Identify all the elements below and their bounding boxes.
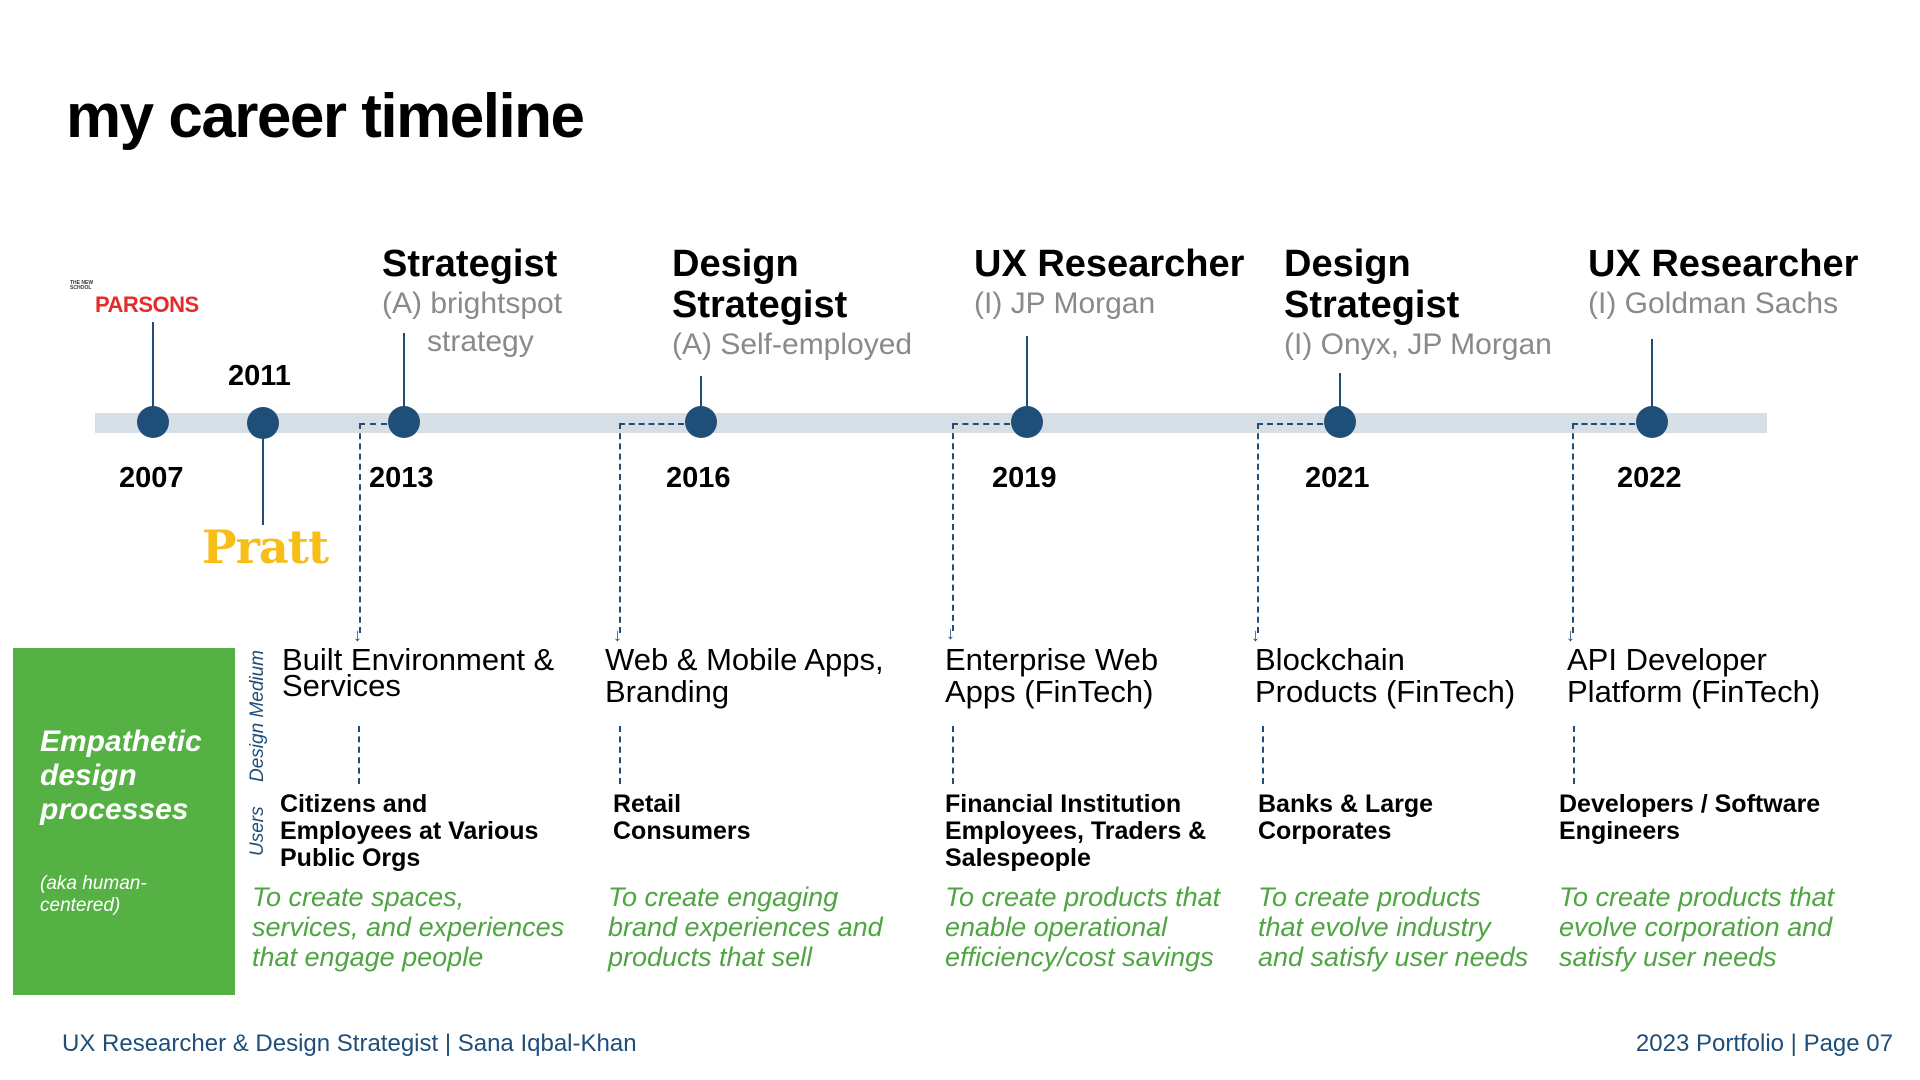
connector-v-2019: [952, 423, 954, 631]
role-org: strategy: [427, 325, 534, 358]
connector-h-2021: [1257, 423, 1323, 425]
goal-2013: To create spaces, services, and experien…: [252, 882, 565, 972]
medium-2022: API Developer Platform (FinTech): [1567, 642, 1821, 709]
role-org: (I) Onyx, JP Morgan: [1284, 328, 1552, 361]
parsons-logo: PARSONS: [95, 292, 199, 317]
panel-note: (aka human- centered): [40, 873, 147, 916]
role-title: Strategist: [672, 284, 848, 326]
goal-2016: To create engaging brand experiences and…: [608, 882, 883, 972]
year-2021: 2021: [1305, 462, 1370, 494]
connector-medium-users: [358, 726, 360, 784]
empathetic-design-panel: Empathetic design processes (aka human- …: [13, 648, 235, 995]
role-org: (I) JP Morgan: [974, 287, 1156, 320]
panel-heading: Empathetic design processes: [40, 725, 202, 826]
pratt-logo: Pratt: [202, 520, 329, 574]
timeline-dot-2022: [1636, 406, 1668, 438]
connector-v-2016: [619, 423, 621, 633]
year-2016: 2016: [666, 462, 731, 494]
goal-2021: To create products that evolve industry …: [1258, 882, 1529, 972]
connector-v-2013: [359, 423, 361, 633]
goal-2019: To create products that enable operation…: [945, 882, 1221, 972]
role-2022: UX Researcher (I) Goldman Sachs: [1588, 244, 1858, 323]
arrow-down-icon: ↓: [946, 623, 955, 643]
stem-2019: [1026, 336, 1028, 423]
stem-2007: [152, 322, 154, 422]
stem-2022: [1651, 339, 1653, 423]
footer-author: UX Researcher & Design Strategist | Sana…: [62, 1030, 637, 1057]
users-2016: Retail Consumers: [613, 790, 751, 845]
role-title: UX Researcher: [974, 243, 1245, 285]
medium-2016: Web & Mobile Apps, Branding: [605, 642, 884, 709]
medium-2021: Blockchain Products (FinTech): [1255, 642, 1516, 709]
role-title: Design: [1284, 243, 1411, 285]
users-2019: Financial Institution Employees, Traders…: [945, 790, 1207, 872]
timeline-dot-2007: [137, 406, 169, 438]
goal-2022: To create products that evolve corporati…: [1559, 882, 1835, 972]
arrow-down-icon: ↓: [353, 625, 362, 645]
role-org: (A) brightspot: [382, 287, 563, 320]
side-label-design-medium: Design Medium: [247, 650, 268, 782]
stem-2021: [1339, 373, 1341, 423]
connector-v-2022: [1572, 423, 1574, 633]
timeline-dot-2011: [247, 407, 279, 439]
role-org: (A) Self-employed: [672, 328, 913, 361]
role-2021: Design Strategist (I) Onyx, JP Morgan: [1284, 244, 1552, 364]
timeline-dot-2016: [685, 406, 717, 438]
connector-h-2016: [619, 423, 684, 425]
users-2013: Citizens and Employees at Various Public…: [280, 790, 539, 872]
timeline-dot-2021: [1324, 406, 1356, 438]
timeline-dot-2019: [1011, 406, 1043, 438]
year-2022: 2022: [1617, 462, 1682, 494]
side-label-users: Users: [247, 806, 268, 856]
users-2021: Banks & Large Corporates: [1258, 790, 1434, 845]
medium-2019: Enterprise Web Apps (FinTech): [945, 642, 1159, 709]
medium-2013: Built Environment & Services: [282, 642, 555, 703]
connector-medium-users: [952, 726, 954, 784]
stem-2011: [262, 423, 264, 525]
role-2013: Strategist (A) brightspot strategy: [382, 244, 562, 361]
year-2013: 2013: [369, 462, 434, 494]
users-2022: Developers / Software Engineers: [1559, 790, 1821, 845]
footer-page: 2023 Portfolio | Page 07: [1635, 1030, 1893, 1057]
arrow-down-icon: ↓: [1566, 625, 1575, 645]
arrow-down-icon: ↓: [1251, 625, 1260, 645]
connector-h-2022: [1572, 423, 1635, 425]
connector-v-2021: [1257, 423, 1259, 633]
connector-h-2013: [359, 423, 387, 425]
role-title: Design: [672, 243, 799, 285]
year-2011: 2011: [228, 360, 291, 392]
role-title: UX Researcher: [1588, 243, 1859, 285]
connector-h-2019: [952, 423, 1010, 425]
year-2007: 2007: [119, 462, 184, 494]
role-org: (I) Goldman Sachs: [1588, 287, 1839, 320]
new-school-label: THE NEW SCHOOL: [70, 280, 94, 291]
connector-medium-users: [1262, 726, 1264, 784]
role-title: Strategist: [382, 243, 558, 285]
role-2019: UX Researcher (I) JP Morgan: [974, 244, 1244, 323]
connector-medium-users: [1573, 726, 1575, 784]
role-2016: Design Strategist (A) Self-employed: [672, 244, 912, 364]
connector-medium-users: [619, 726, 621, 784]
arrow-down-icon: ↓: [613, 625, 622, 645]
year-2019: 2019: [992, 462, 1057, 494]
timeline-bar: [95, 413, 1767, 433]
stem-2013: [403, 333, 405, 423]
timeline-dot-2013: [388, 406, 420, 438]
page-title: my career timeline: [66, 82, 585, 151]
role-title: Strategist: [1284, 284, 1460, 326]
stem-2016: [700, 376, 702, 423]
